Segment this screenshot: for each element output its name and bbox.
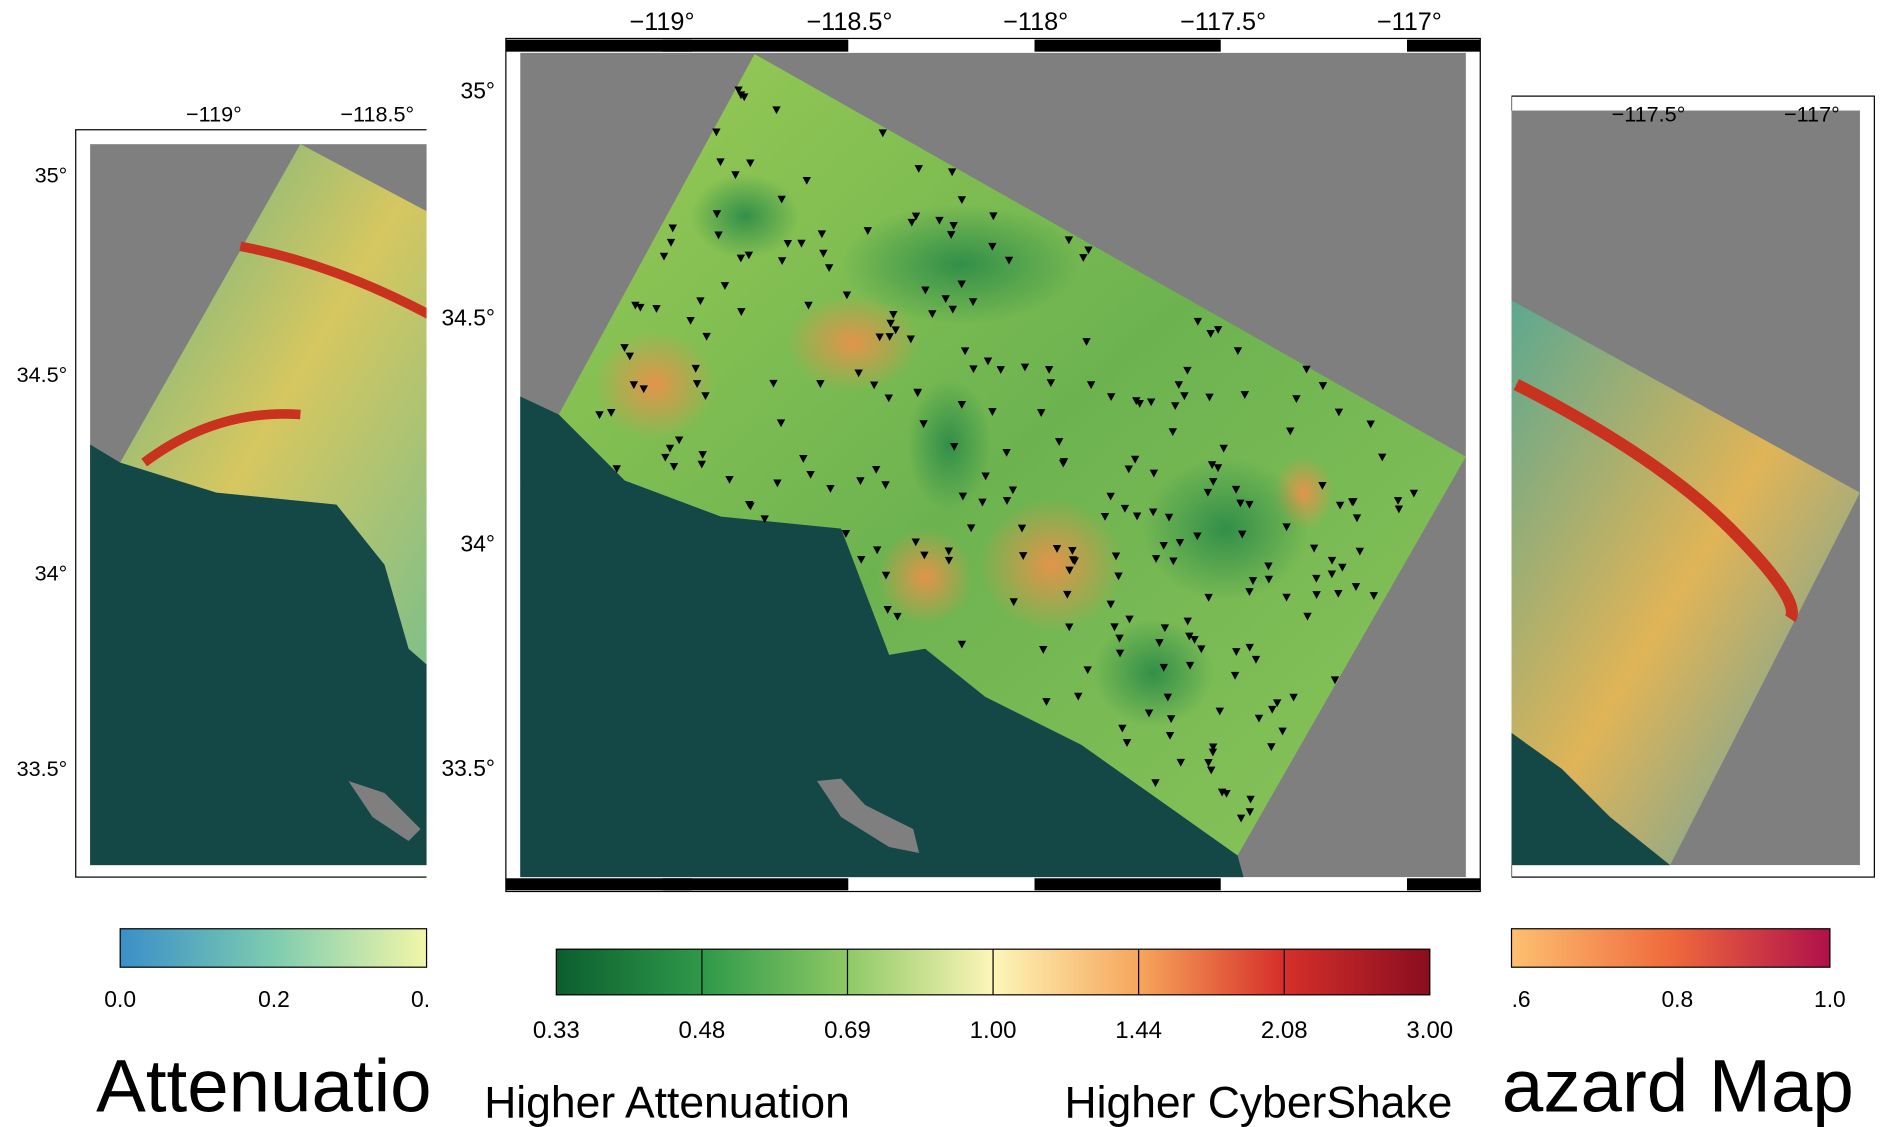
- tick-label: 1.0: [1814, 986, 1846, 1012]
- tick-label: −118.5°: [340, 101, 414, 126]
- frame-bar: [1035, 878, 1221, 890]
- tick-label: 34°: [35, 560, 68, 585]
- tick-label: 35°: [461, 78, 496, 104]
- caption: azard Map: [1502, 1044, 1854, 1127]
- tick-label: −118°: [1003, 8, 1068, 36]
- tick-label: 0.8: [1661, 986, 1693, 1012]
- tick-label: −118.5°: [806, 8, 892, 36]
- colorbar-label: 0.48: [679, 1017, 726, 1044]
- tick-label: −119°: [630, 8, 695, 36]
- tick-label: −117.5°: [1612, 101, 1686, 126]
- center-map: [506, 38, 1480, 994]
- tick-label: 0.: [411, 986, 430, 1012]
- colorbar-label: 1.00: [970, 1017, 1017, 1044]
- tick-label: 34°: [461, 530, 496, 556]
- page: { "left_map": { "xticks": ["−119°", "−11…: [0, 0, 1884, 1127]
- anomaly: [1093, 619, 1213, 727]
- frame-bar: [662, 40, 848, 52]
- frame-bar: [1407, 878, 1480, 890]
- tick-label: −119°: [186, 101, 242, 126]
- colorbar: [1512, 929, 1830, 967]
- colorbar-label: 1.44: [1115, 1017, 1162, 1044]
- anomaly: [907, 378, 991, 510]
- colorbar-label: 3.00: [1406, 1017, 1453, 1044]
- tick-label: .6: [1512, 986, 1531, 1012]
- tick-label: −117.5°: [1180, 8, 1266, 36]
- anomaly: [1141, 457, 1309, 601]
- anomaly: [877, 529, 973, 625]
- colorbar: [120, 929, 426, 967]
- tick-label: 34.5°: [442, 305, 496, 331]
- figure: Attenuatio Higher Attenuation Higher Cyb…: [0, 0, 1884, 1127]
- left-map: [76, 130, 436, 877]
- tick-label: 33.5°: [442, 755, 496, 781]
- colorbar-label: 0.33: [533, 1017, 580, 1044]
- tick-label: −117°: [1377, 8, 1442, 36]
- caption: Higher CyberShake: [1065, 1078, 1453, 1127]
- tick-label: 33.5°: [17, 756, 68, 781]
- tick-label: 0.0: [104, 986, 136, 1012]
- right-map: [1512, 96, 1875, 877]
- tick-label: −117°: [1784, 101, 1840, 126]
- tick-label: 34.5°: [17, 362, 68, 387]
- anomaly: [841, 204, 1081, 324]
- frame-bar: [1035, 40, 1221, 52]
- tick-label: 35°: [35, 163, 68, 188]
- frame-bar: [662, 878, 848, 890]
- caption: Attenuatio: [96, 1044, 431, 1127]
- frame-bar: [1407, 40, 1480, 52]
- anomaly: [979, 499, 1123, 631]
- caption: Higher Attenuation: [484, 1078, 850, 1127]
- tick-label: 0.2: [258, 986, 290, 1012]
- colorbar-label: 0.69: [824, 1017, 871, 1044]
- anomaly: [691, 174, 799, 258]
- colorbar-label: 2.08: [1261, 1017, 1308, 1044]
